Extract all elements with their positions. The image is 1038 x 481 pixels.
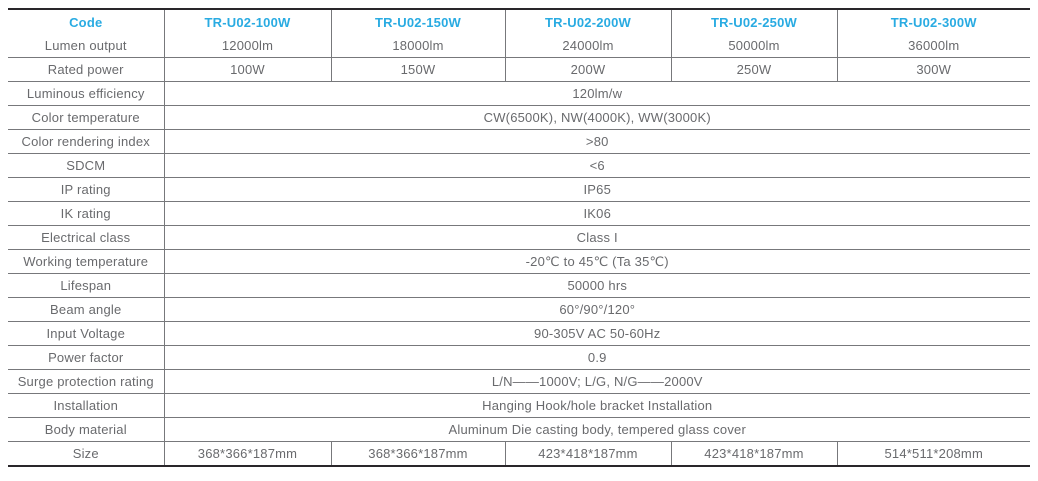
table-row: Input Voltage 90-305V AC 50-60Hz (8, 321, 1030, 346)
row-value: 50000lm (670, 34, 837, 58)
table-row: Size 368*366*187mm 368*366*187mm 423*418*18… (8, 441, 1030, 466)
table-row: Installation Hanging Hook/hole bracket In… (8, 393, 1030, 418)
table-row: Surge protection rating L/N——1000V; L/G, … (8, 369, 1030, 394)
table-row: Lifespan 50000 hrs (8, 273, 1030, 298)
table-row: Electrical class Class I (8, 225, 1030, 250)
row-value-merged: -20℃ to 45℃ (Ta 35℃) (163, 249, 1030, 274)
row-value: 423*418*187mm (504, 441, 671, 466)
row-value-merged: 120lm/w (163, 81, 1030, 106)
table-row: Luminous efficiency 120lm/w (8, 81, 1030, 106)
row-label: Installation (53, 398, 119, 413)
table-row: Working temperature -20℃ to 45℃ (Ta 35℃) (8, 249, 1030, 274)
row-value: 300W (836, 57, 1030, 82)
row-value-merged: >80 (163, 129, 1030, 154)
row-value-merged: 50000 hrs (163, 273, 1030, 298)
row-value: 36000lm (836, 34, 1030, 58)
row-value: 250W (670, 57, 837, 82)
row-value-merged: Aluminum Die casting body, tempered glas… (163, 417, 1030, 442)
header-col-3: TR-U02-250W (670, 9, 837, 34)
row-value-merged: IP65 (163, 177, 1030, 202)
row-label: Electrical class (41, 230, 131, 245)
header-row: Code TR-U02-100W TR-U02-150W TR-U02-200W TR-… (8, 9, 1030, 34)
row-label: Color rendering index (21, 134, 150, 149)
row-label: Lifespan (60, 278, 112, 293)
spec-table-head: Code TR-U02-100W TR-U02-150W TR-U02-200W TR-… (8, 9, 1030, 34)
row-value-merged: CW(6500K), NW(4000K), WW(3000K) (163, 105, 1030, 130)
table-row: Power factor 0.9 (8, 345, 1030, 370)
header-code: Code (69, 14, 103, 30)
row-label: Beam angle (50, 302, 122, 317)
row-value: 150W (330, 57, 505, 82)
row-label: Luminous efficiency (26, 86, 145, 101)
row-label: Body material (44, 422, 127, 437)
row-value-merged: Class I (163, 225, 1030, 250)
row-value: 200W (504, 57, 671, 82)
table-row: Color rendering index >80 (8, 129, 1030, 154)
row-label: Surge protection rating (17, 374, 154, 389)
header-col-4: TR-U02-300W (836, 9, 1030, 34)
spec-table-body: Lumen output 12000lm 18000lm 24000lm 50000lm… (8, 34, 1030, 466)
row-value: 368*366*187mm (163, 441, 331, 466)
row-value: 18000lm (330, 34, 505, 58)
row-value-merged: 0.9 (163, 345, 1030, 370)
row-label: Size (72, 446, 99, 461)
row-label: IK rating (60, 206, 111, 221)
row-value: 12000lm (163, 34, 331, 58)
row-value: 514*511*208mm (836, 441, 1030, 466)
table-row: Color temperature CW(6500K), NW(4000K), W… (8, 105, 1030, 130)
row-label: Power factor (48, 350, 124, 365)
table-row: Body material Aluminum Die casting body, … (8, 417, 1030, 442)
header-col-2: TR-U02-200W (504, 9, 671, 34)
row-value: 24000lm (504, 34, 671, 58)
row-value: 100W (163, 57, 331, 82)
row-value: 368*366*187mm (330, 441, 505, 466)
row-value-merged: IK06 (163, 201, 1030, 226)
row-label: IP rating (60, 182, 111, 197)
row-value-merged: Hanging Hook/hole bracket Installation (163, 393, 1030, 418)
row-label: Input Voltage (46, 326, 125, 341)
header-col-1: TR-U02-150W (330, 9, 505, 34)
table-row: SDCM <6 (8, 153, 1030, 178)
row-label: Color temperature (31, 110, 140, 125)
table-row: IP rating IP65 (8, 177, 1030, 202)
table-row: Beam angle 60°/90°/120° (8, 297, 1030, 322)
header-col-0: TR-U02-100W (163, 9, 331, 34)
row-label: Working temperature (23, 254, 149, 269)
row-value-merged: <6 (163, 153, 1030, 178)
row-label: Lumen output (44, 38, 127, 53)
row-label: Rated power (47, 62, 124, 77)
row-label: SDCM (66, 158, 106, 173)
row-value-merged: 90-305V AC 50-60Hz (163, 321, 1030, 346)
row-value: 423*418*187mm (670, 441, 837, 466)
row-value-merged: L/N——1000V; L/G, N/G——2000V (163, 369, 1030, 394)
spec-table: Code TR-U02-100W TR-U02-150W TR-U02-200W TR-… (8, 8, 1030, 467)
table-row: Rated power 100W 150W 200W 250W 300W (8, 57, 1030, 82)
table-row: IK rating IK06 (8, 201, 1030, 226)
table-row: Lumen output 12000lm 18000lm 24000lm 50000lm… (8, 34, 1030, 58)
row-value-merged: 60°/90°/120° (163, 297, 1030, 322)
